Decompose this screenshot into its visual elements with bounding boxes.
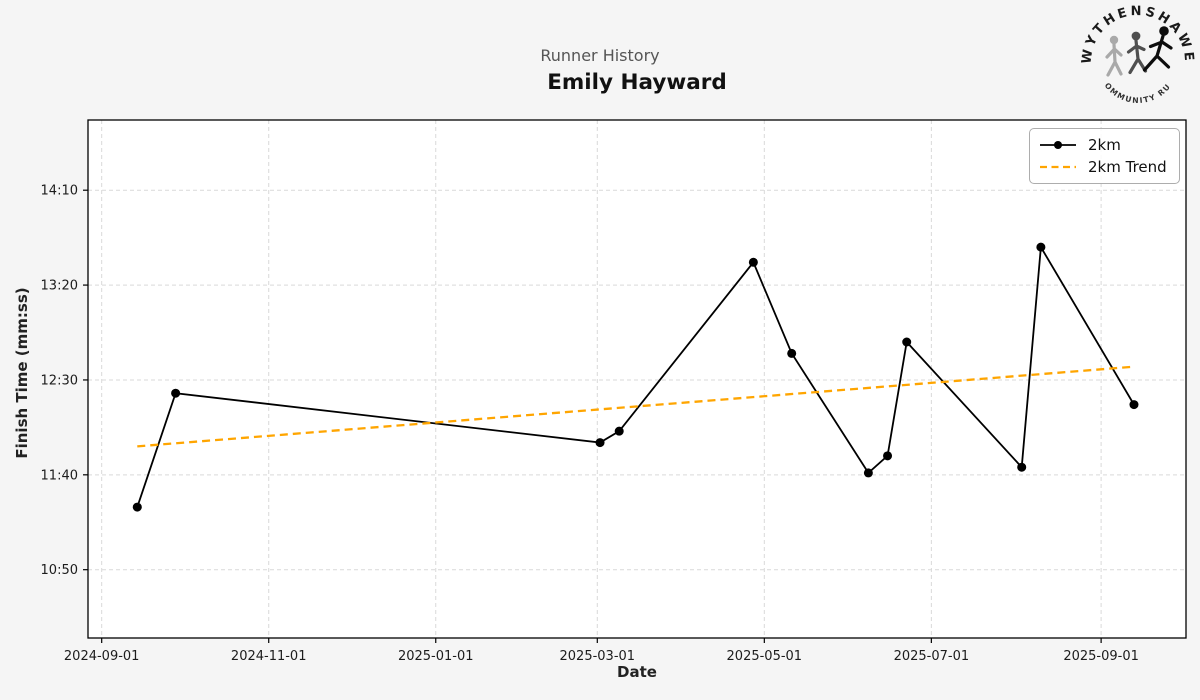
club-logo: WYTHENSHAWE COMMUNITY RUN xyxy=(1080,4,1193,105)
data-point xyxy=(748,257,758,267)
data-point xyxy=(1129,400,1139,410)
data-point xyxy=(1017,462,1027,472)
x-tick-label: 2024-11-01 xyxy=(231,649,307,664)
series-line-2km xyxy=(136,244,1135,508)
x-axis-label: Date xyxy=(617,663,657,681)
chart-title: Emily Hayward xyxy=(547,70,727,95)
plot-area xyxy=(88,120,1186,638)
data-point xyxy=(883,451,893,461)
data-point xyxy=(614,426,624,436)
x-tick-label: 2025-01-01 xyxy=(398,649,474,664)
data-point xyxy=(1036,242,1046,252)
y-tick-label: 14:10 xyxy=(41,184,78,199)
legend-dashed-line-icon xyxy=(1040,165,1076,169)
y-tick-label: 13:20 xyxy=(41,279,78,294)
data-point xyxy=(902,337,912,347)
data-point xyxy=(787,348,797,358)
x-tick-label: 2025-05-01 xyxy=(727,649,803,664)
legend-label: 2km xyxy=(1088,136,1121,154)
runner-icon-walking xyxy=(1105,35,1123,77)
x-tick-label: 2025-03-01 xyxy=(560,649,636,664)
y-axis-label: Finish Time (mm:ss) xyxy=(13,287,31,459)
data-point xyxy=(595,438,605,448)
chart-subtitle: Runner History xyxy=(540,46,660,65)
runner-icon-sprinting xyxy=(1142,26,1173,72)
x-tick-label: 2025-07-01 xyxy=(894,649,970,664)
legend: 2km 2km Trend xyxy=(1029,128,1180,184)
x-tick-label: 2024-09-01 xyxy=(64,649,140,664)
runner-icon-jogging xyxy=(1126,31,1148,75)
data-point xyxy=(863,468,873,478)
legend-item: 2km xyxy=(1038,134,1171,156)
legend-item: 2km Trend xyxy=(1038,156,1171,178)
legend-label: 2km Trend xyxy=(1088,158,1167,176)
plot-border xyxy=(87,119,1187,639)
data-point xyxy=(171,388,181,398)
y-tick-label: 11:40 xyxy=(41,468,78,483)
x-tick-label: 2025-09-01 xyxy=(1063,649,1139,664)
y-tick-label: 10:50 xyxy=(41,563,78,578)
trend-line-2km xyxy=(137,365,1135,448)
data-point xyxy=(132,502,142,512)
legend-line-marker-icon xyxy=(1040,141,1076,149)
y-tick-label: 12:30 xyxy=(41,373,78,388)
